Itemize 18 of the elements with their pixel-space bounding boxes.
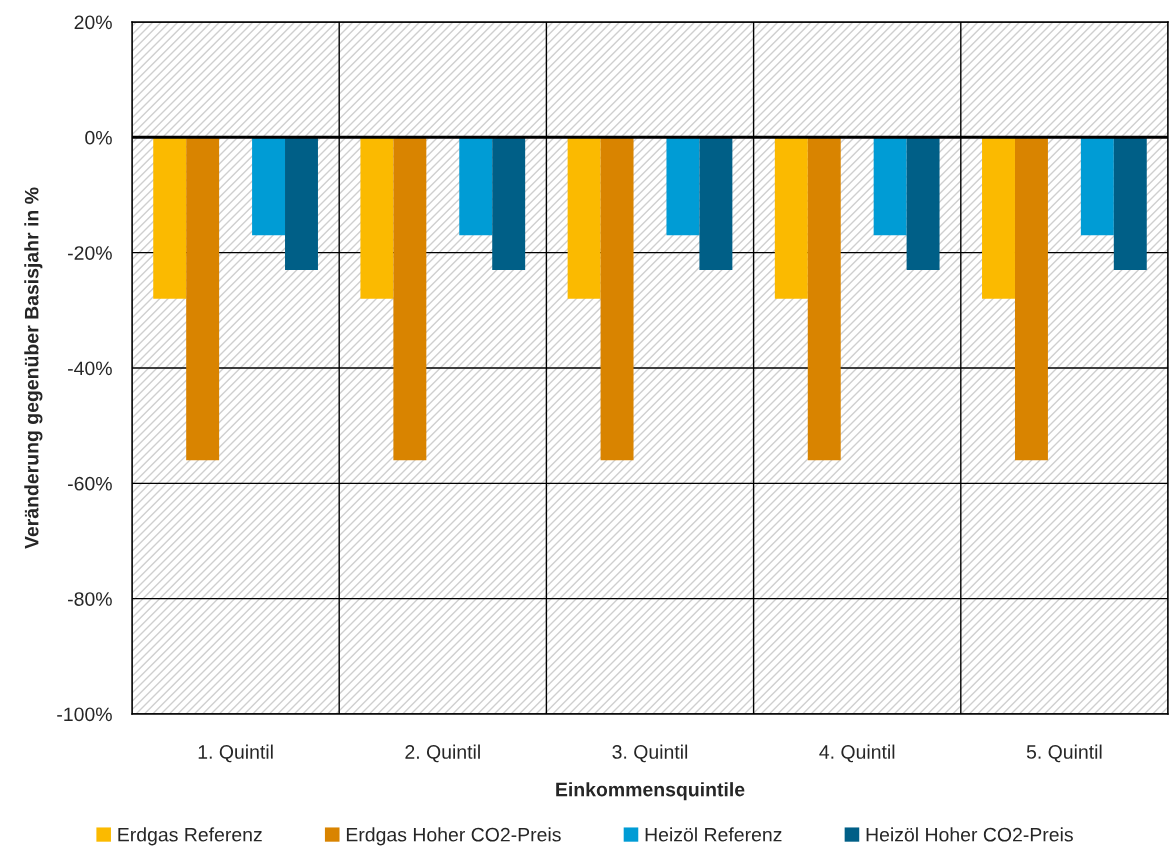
y-tick-label: -100% xyxy=(57,707,112,722)
legend-label: Erdgas Referenz xyxy=(118,827,262,846)
y-tick-label: -80% xyxy=(68,592,112,606)
y-axis-title: Veränderung gegenüber Basisjahr in % xyxy=(24,187,43,549)
x-tick-label: 2. Quintil xyxy=(405,744,480,763)
legend-label: Heizöl Hoher CO2-Preis xyxy=(866,827,1073,842)
x-tick-label: 3. Quintil xyxy=(612,744,688,763)
x-tick-label: 4. Quintil xyxy=(819,744,895,763)
y-tick-label: 20% xyxy=(74,15,112,30)
y-tick-label: -40% xyxy=(68,361,112,376)
legend-label: Erdgas Hoher CO2-Preis xyxy=(346,827,561,846)
x-tick-label: 5. Quintil xyxy=(1026,744,1102,763)
y-tick-label: -20% xyxy=(68,246,112,260)
legend-label: Heizöl Referenz xyxy=(645,827,782,842)
x-axis-title: Einkommensquintile xyxy=(556,782,745,801)
y-tick-label: -60% xyxy=(68,476,112,491)
y-tick-label: 0% xyxy=(85,130,112,145)
x-tick-label: 1. Quintil xyxy=(198,744,273,763)
